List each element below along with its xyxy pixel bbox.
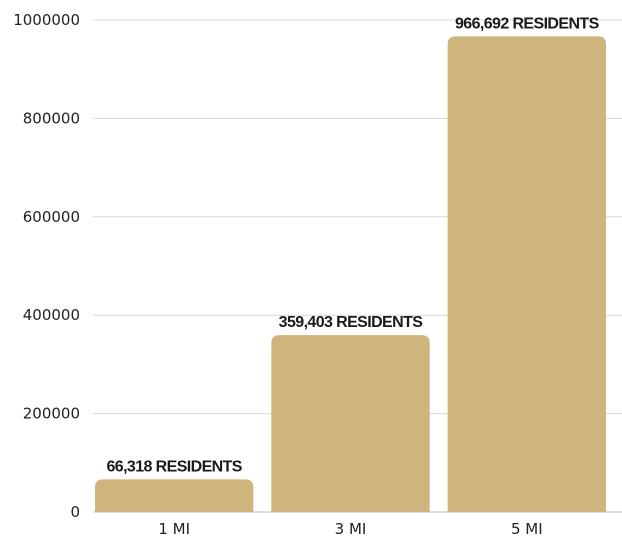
y-tick-label: 600000 [23, 208, 80, 226]
bars [95, 36, 606, 512]
bar-1-mi [95, 479, 254, 512]
bar-5-mi [447, 36, 606, 512]
bar-3-mi [271, 335, 430, 512]
data-label: 966,692 RESIDENTS [455, 15, 600, 32]
x-category-label: 3 MI [335, 520, 367, 538]
data-labels: 66,318 RESIDENTS 359,403 RESIDENTS 966,692… [106, 15, 600, 475]
x-category-label: 5 MI [511, 520, 543, 538]
x-category-label: 1 MI [158, 520, 190, 538]
data-label: 359,403 RESIDENTS [279, 314, 424, 331]
y-tick-label: 200000 [23, 405, 80, 423]
y-tick-label: 1000000 [13, 11, 80, 29]
y-tick-label: 400000 [23, 306, 80, 324]
x-axis-category-labels: 1 MI 3 MI 5 MI [158, 520, 542, 538]
y-tick-label: 800000 [23, 109, 80, 127]
y-axis-tick-labels: 0 200000 400000 600000 800000 1000000 [13, 11, 80, 521]
data-label: 66,318 RESIDENTS [106, 458, 242, 475]
y-tick-label: 0 [70, 503, 80, 521]
